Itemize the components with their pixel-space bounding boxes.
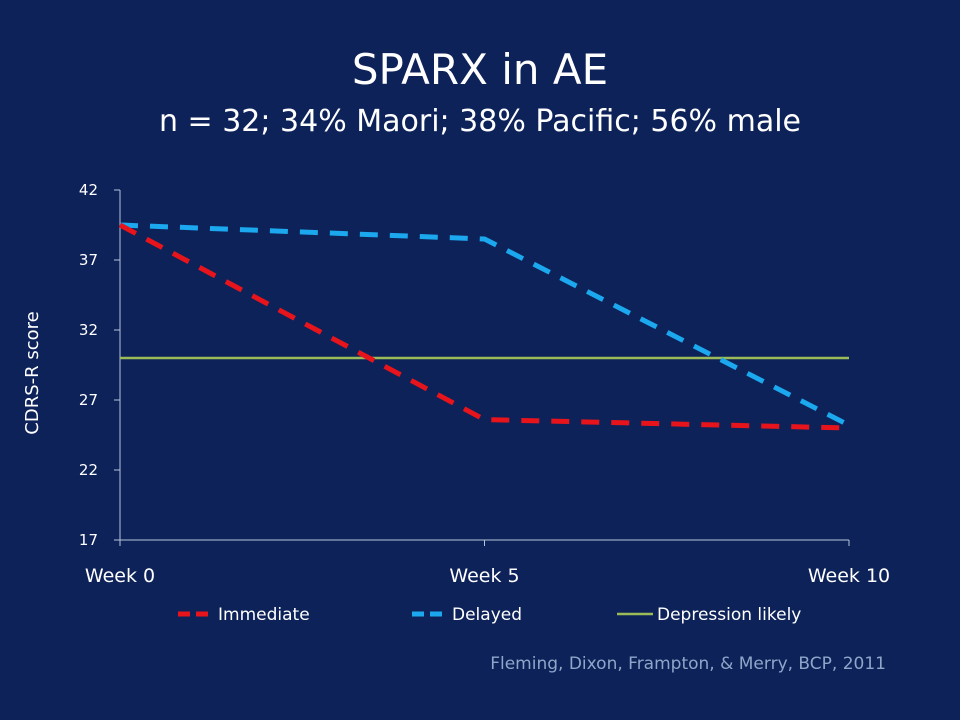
y-axis-title: CDRS-R score — [22, 311, 43, 434]
citation: Fleming, Dixon, Frampton, & Merry, BCP, … — [490, 654, 886, 674]
legend-label: Depression likely — [657, 605, 801, 625]
series-line-delayed — [119, 222, 851, 428]
series-line-immediate — [118, 222, 850, 431]
line-chart: 17 22 27 32 37 42 Week 0 Week 5 Week 10 CDRS-R sc… — [22, 181, 890, 625]
x-tick-label: Week 5 — [449, 565, 519, 587]
y-tick-label: 37 — [79, 251, 98, 269]
y-tick-label: 17 — [79, 531, 98, 549]
chart-legend: Immediate Delayed Depression likely — [178, 605, 801, 625]
legend-label: Delayed — [452, 605, 522, 625]
chart-axes: 17 22 27 32 37 42 Week 0 Week 5 Week 10 CDRS-R sc… — [22, 181, 890, 587]
y-tick-label: 42 — [79, 181, 98, 199]
x-tick-label: Week 0 — [85, 565, 155, 587]
slide-title: SPARX in AE — [351, 45, 609, 94]
slide-subtitle: n = 32; 34% Maori; 38% Pacific; 56% male — [158, 104, 801, 139]
chart-series — [118, 222, 851, 431]
legend-label: Immediate — [218, 605, 310, 625]
y-tick-label: 22 — [79, 461, 98, 479]
x-tick-label: Week 10 — [808, 565, 890, 587]
y-tick-label: 32 — [79, 321, 98, 339]
y-tick-label: 27 — [79, 391, 98, 409]
